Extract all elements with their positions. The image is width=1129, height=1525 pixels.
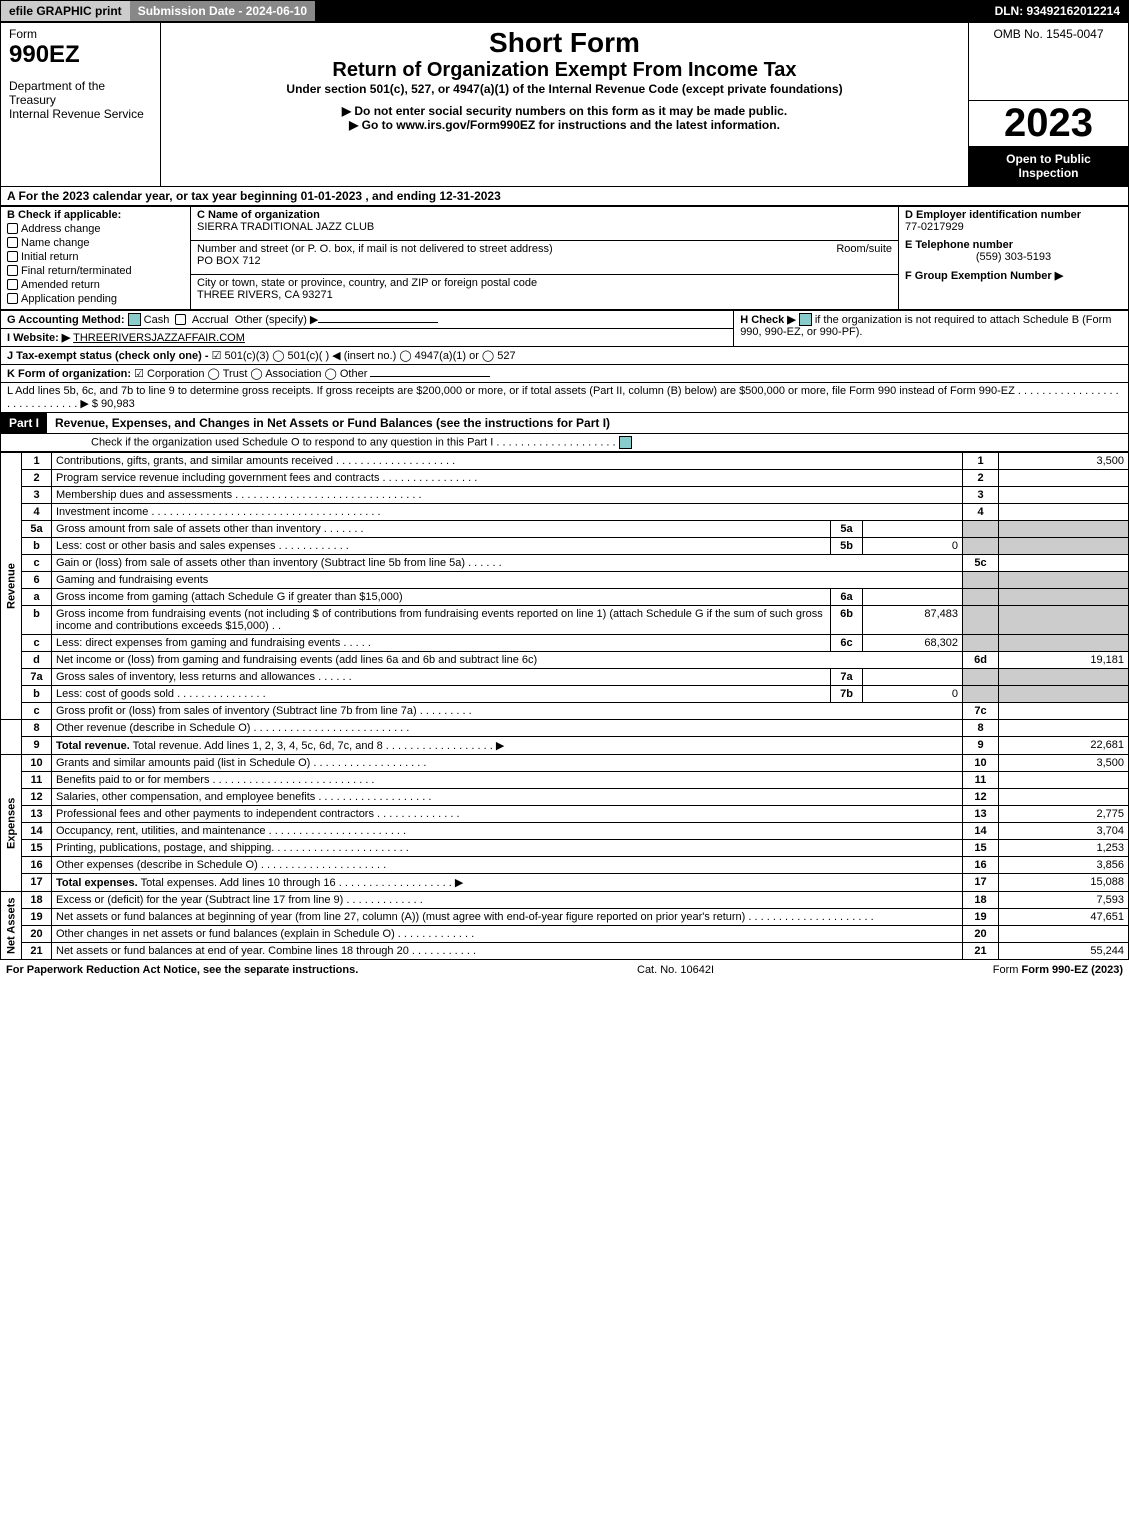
irs-link[interactable]: ▶ Go to www.irs.gov/Form990EZ for instru… (349, 118, 780, 132)
sched-b-checkbox[interactable] (799, 313, 812, 326)
form-code: 990EZ (9, 41, 152, 69)
catalog-number: Cat. No. 10642I (637, 964, 714, 976)
short-form-title: Short Form (169, 27, 960, 59)
part-1-label: Part I (1, 413, 47, 433)
form-header: Form 990EZ Department of the Treasury In… (0, 22, 1129, 187)
section-h-label: H Check ▶ (740, 314, 796, 326)
org-address: PO BOX 712 (197, 255, 892, 267)
phone: (559) 303-5193 (905, 251, 1122, 263)
ein: 77-0217929 (905, 221, 1122, 233)
chk-name-change[interactable]: Name change (7, 237, 184, 249)
line-19-amount: 47,651 (999, 909, 1129, 926)
form-main-title: Return of Organization Exempt From Incom… (169, 59, 960, 82)
line-5b-amount: 0 (863, 538, 963, 555)
section-b-label: B Check if applicable: (7, 209, 184, 221)
line-18-amount: 7,593 (999, 892, 1129, 909)
line-16-amount: 3,856 (999, 857, 1129, 874)
section-e-label: E Telephone number (905, 239, 1122, 251)
dln: DLN: 93492162012214 (987, 1, 1128, 21)
irs-link-line: ▶ Go to www.irs.gov/Form990EZ for instru… (169, 118, 960, 132)
part-1-table: Revenue 1 Contributions, gifts, grants, … (0, 452, 1129, 960)
line-14-amount: 3,704 (999, 823, 1129, 840)
org-name: SIERRA TRADITIONAL JAZZ CLUB (197, 221, 892, 233)
section-i-label: I Website: ▶ (7, 332, 70, 344)
section-c-city-label: City or town, state or province, country… (197, 277, 892, 289)
section-j: J Tax-exempt status (check only one) - ☑… (0, 347, 1129, 365)
website-link[interactable]: THREERIVERSJAZZAFFAIR.COM (73, 332, 245, 344)
revenue-label: Revenue (1, 453, 22, 720)
line-15-amount: 1,253 (999, 840, 1129, 857)
chk-address-change[interactable]: Address change (7, 223, 184, 235)
org-form-options[interactable]: ☑ Corporation ◯ Trust ◯ Association ◯ Ot… (134, 368, 367, 380)
form-subtitle: Under section 501(c), 527, or 4947(a)(1)… (169, 82, 960, 96)
other-org-input[interactable] (370, 376, 490, 377)
cash-checkbox[interactable] (128, 313, 141, 326)
room-suite-label: Room/suite (836, 243, 892, 255)
part-1-title: Revenue, Expenses, and Changes in Net As… (47, 413, 618, 433)
part-1-header: Part I Revenue, Expenses, and Changes in… (0, 413, 1129, 434)
tax-year: 2023 (969, 101, 1128, 146)
org-city: THREE RIVERS, CA 93271 (197, 289, 892, 301)
part-1-check-line: Check if the organization used Schedule … (0, 434, 1129, 452)
line-7b-amount: 0 (863, 686, 963, 703)
top-bar: efile GRAPHIC print Submission Date - 20… (0, 0, 1129, 22)
gh-row: G Accounting Method: Cash Accrual Other … (0, 310, 1129, 348)
line-17-amount: 15,088 (999, 874, 1129, 892)
line-9-amount: 22,681 (999, 737, 1129, 755)
submission-date: Submission Date - 2024-06-10 (130, 1, 315, 21)
expenses-label: Expenses (1, 755, 22, 892)
section-k: K Form of organization: ☑ Corporation ◯ … (0, 365, 1129, 383)
line-13-amount: 2,775 (999, 806, 1129, 823)
section-d-label: D Employer identification number (905, 209, 1122, 221)
gross-receipts: 90,983 (101, 398, 135, 410)
efile-label[interactable]: efile GRAPHIC print (1, 1, 130, 21)
line-6b-amount: 87,483 (863, 606, 963, 635)
section-h-text: if the organization is not required to a… (740, 314, 1111, 339)
form-ref: Form Form 990-EZ (2023) (993, 964, 1123, 976)
section-a: A For the 2023 calendar year, or tax yea… (0, 187, 1129, 206)
accrual-checkbox[interactable] (175, 314, 186, 325)
section-c-name-label: C Name of organization (197, 209, 892, 221)
line-21-amount: 55,244 (999, 943, 1129, 960)
chk-amended-return[interactable]: Amended return (7, 279, 184, 291)
section-g-label: G Accounting Method: (7, 314, 125, 326)
section-c-addr-label: Number and street (or P. O. box, if mail… (197, 243, 553, 255)
line-6c-amount: 68,302 (863, 635, 963, 652)
line-1-desc: Contributions, gifts, grants, and simila… (52, 453, 963, 470)
line-1-amount: 3,500 (999, 453, 1129, 470)
other-method-input[interactable] (318, 322, 438, 323)
form-word: Form (9, 27, 152, 41)
org-info-grid: B Check if applicable: Address change Na… (0, 206, 1129, 310)
department: Department of the Treasury Internal Reve… (9, 79, 152, 121)
line-6d-amount: 19,181 (999, 652, 1129, 669)
chk-application-pending[interactable]: Application pending (7, 293, 184, 305)
omb-number: OMB No. 1545-0047 (977, 27, 1120, 41)
tax-exempt-options[interactable]: ☑ 501(c)(3) ◯ 501(c)( ) ◀ (insert no.) ◯… (212, 350, 516, 362)
section-l: L Add lines 5b, 6c, and 7b to line 9 to … (0, 383, 1129, 413)
chk-final-return[interactable]: Final return/terminated (7, 265, 184, 277)
ssn-warning: ▶ Do not enter social security numbers o… (169, 104, 960, 118)
section-f-label: F Group Exemption Number ▶ (905, 269, 1122, 282)
net-assets-label: Net Assets (1, 892, 22, 960)
open-to-public: Open to Public Inspection (969, 146, 1128, 186)
schedule-o-checkbox[interactable] (619, 436, 632, 449)
page-footer: For Paperwork Reduction Act Notice, see … (0, 960, 1129, 980)
line-10-amount: 3,500 (999, 755, 1129, 772)
paperwork-notice: For Paperwork Reduction Act Notice, see … (6, 964, 358, 976)
chk-initial-return[interactable]: Initial return (7, 251, 184, 263)
